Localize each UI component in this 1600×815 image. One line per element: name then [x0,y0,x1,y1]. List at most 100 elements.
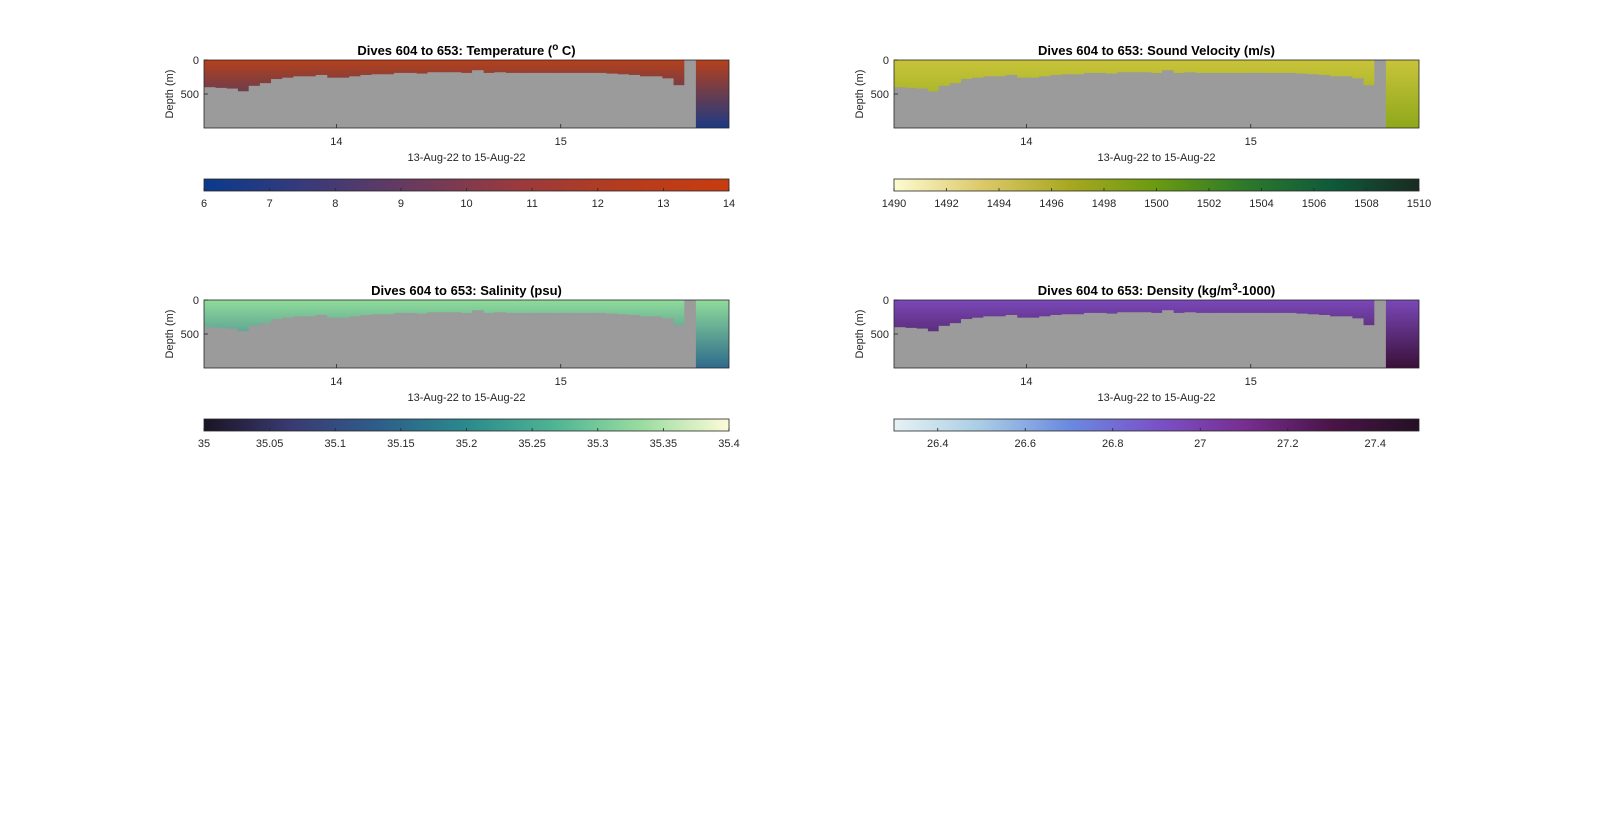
bottom-mask-column [673,85,685,128]
bottom-mask-column [405,72,417,128]
colorbar-tick-label: 35.4 [718,438,739,450]
bottom-mask-column [438,72,451,128]
bottom-mask-column [983,316,995,368]
bottom-mask-column [1229,312,1241,368]
bottom-mask-column [1061,74,1074,128]
bottom-mask-column [1162,70,1174,128]
colorbar-tick-label: 1494 [987,198,1011,210]
bottom-mask-column [1050,74,1062,128]
bottom-mask-column [1072,314,1085,368]
colorbar-tick-label: 1510 [1407,198,1431,210]
colorbar-tick-label: 1500 [1144,198,1168,210]
sound-velocity-title: Dives 604 to 653: Sound Velocity (m/s) [1038,43,1275,58]
bottom-mask-column [204,87,216,128]
bottom-mask-column [1284,72,1297,128]
bottom-mask-column [628,74,641,128]
colorbar-tick-label: 7 [267,198,273,210]
bottom-mask-column [349,76,361,128]
bottom-mask-column [226,88,238,128]
bottom-mask-column [226,328,238,368]
bottom-mask-column [1240,72,1252,128]
bottom-mask-column [405,312,417,368]
bottom-mask-column [561,312,574,368]
bottom-mask-column [639,76,652,128]
bottom-mask-column [371,314,384,368]
bottom-mask-column [1028,317,1040,368]
bottom-mask-column [1351,78,1364,128]
bottom-mask-column [1206,312,1219,368]
bottom-mask-column [248,325,261,368]
x-tick-label: 15 [1245,136,1257,148]
bottom-mask-column [449,72,462,128]
salinity-panel: Dives 604 to 653: Salinity (psu) 0 500 Dept… [164,278,740,478]
bottom-mask-column [961,79,973,128]
bottom-mask-column [539,72,551,128]
colorbar-tick-label: 13 [657,198,669,210]
bottom-mask-column [949,323,962,368]
bottom-mask-column [472,310,484,368]
bottom-mask-column [894,87,906,128]
colorbar-tick-label: 35.35 [650,438,678,450]
bottom-mask-column [248,85,261,128]
bottom-mask-column [1039,316,1051,368]
density-colorbar [893,418,1420,432]
bottom-mask-column [673,325,685,368]
bottom-mask-column [215,327,227,368]
colorbar-tick-label: 27.4 [1365,438,1386,450]
colorbar-tick-label: 27 [1194,438,1206,450]
bottom-mask-column [628,314,641,368]
bottom-mask-column [449,312,462,368]
bottom-mask-column [1005,314,1018,368]
bottom-mask-column [1262,72,1275,128]
title-main: Dives 604 to 653: Density (kg/m [1038,283,1232,298]
bottom-mask-column [259,83,272,128]
density-panel: Dives 604 to 653: Density (kg/m3-1000) 0 5… [854,278,1420,478]
colorbar-tick-label: 35.1 [325,438,346,450]
colorbar-tick-label: 35.3 [587,438,608,450]
bottom-mask-column [938,85,951,128]
bottom-mask-column [1240,312,1252,368]
x-tick-label: 14 [1020,376,1032,388]
bottom-mask-column [1072,74,1085,128]
bottom-mask-column [494,312,506,368]
bottom-mask-column [1016,77,1029,128]
temperature-chart: Dives 604 to 653: Temperature (o C) 0 500 D… [164,42,735,210]
bottom-mask-column [505,312,518,368]
bottom-mask-column [1374,300,1386,368]
bottom-mask-column [1273,312,1286,368]
bottom-mask-column [393,312,406,368]
bottom-mask-column [527,72,540,128]
bottom-mask-column [1083,312,1096,368]
y-tick-label: 500 [871,89,889,101]
bottom-mask-column [594,72,607,128]
bottom-mask-column [1284,312,1297,368]
bottom-mask-column [1229,72,1241,128]
bottom-mask-column [494,72,506,128]
bottom-mask-column [617,74,629,128]
temperature-xlabel: 13-Aug-22 to 15-Aug-22 [407,152,525,164]
bottom-mask-column [617,314,629,368]
bottom-mask-column [684,60,696,128]
bottom-mask-column [1184,72,1196,128]
bottom-mask-column [983,76,995,128]
colorbar-tick-label: 27.2 [1277,438,1298,450]
bottom-mask-column [1251,312,1264,368]
colorbar-tick-label: 12 [592,198,604,210]
colorbar-tick-label: 11 [526,198,537,210]
colorbar-tick-label: 26.6 [1015,438,1036,450]
bottom-mask-column [315,314,328,368]
colorbar-tick-label: 1498 [1092,198,1116,210]
bottom-mask-column [338,77,350,128]
bottom-mask-column [326,77,339,128]
bottom-mask-column [360,74,372,128]
title-tail: C) [558,43,575,58]
bottom-mask-column [650,316,663,368]
colorbar-tick-label: 8 [332,198,338,210]
bottom-mask-column [1016,317,1029,368]
bottom-mask-column [516,72,529,128]
bottom-mask-column [438,312,451,368]
density-title: Dives 604 to 653: Density (kg/m3-1000) [1038,282,1276,298]
bottom-mask-column [1083,72,1096,128]
bottom-mask-column [1173,72,1185,128]
colorbar-tick-label: 6 [201,198,207,210]
